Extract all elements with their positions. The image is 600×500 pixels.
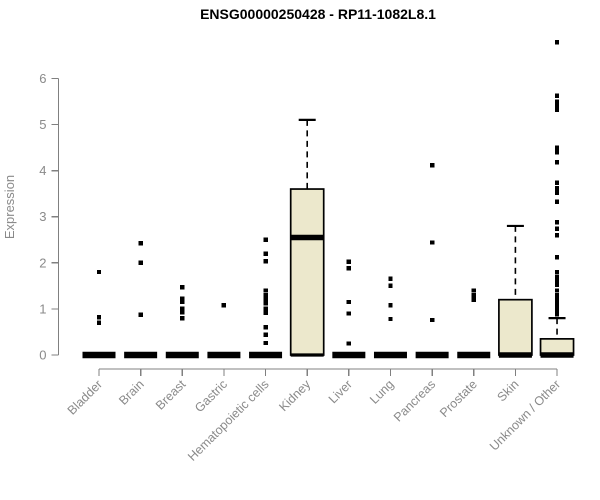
outlier-point	[554, 297, 560, 302]
outlier-point	[138, 260, 143, 265]
x-category-label: Lung	[367, 377, 397, 407]
y-tick-label: 2	[39, 255, 46, 270]
x-category-label: Prostate	[437, 377, 480, 420]
outlier-point	[554, 300, 560, 306]
outlier-point	[138, 241, 143, 246]
outlier-point	[180, 315, 185, 321]
outlier-point	[263, 340, 268, 346]
outlier-point	[263, 288, 268, 293]
x-category-label: Liver	[326, 377, 355, 406]
outlier-point	[138, 312, 143, 318]
x-category-label: Pancreas	[391, 377, 438, 424]
outlier-point	[180, 285, 185, 290]
outlier-point	[96, 314, 102, 320]
outlier-point	[429, 317, 435, 323]
outlier-point	[263, 259, 268, 264]
y-tick-label: 1	[39, 301, 46, 316]
outlier-point	[554, 149, 560, 155]
outlier-point	[471, 288, 476, 293]
outlier-point	[554, 185, 560, 191]
x-category-label: Unknown / Other	[487, 377, 563, 453]
outlier-point	[554, 220, 560, 225]
outlier-point	[180, 296, 185, 301]
outlier-point	[554, 232, 560, 238]
outlier-point	[263, 296, 268, 301]
outlier-point	[554, 292, 560, 298]
outlier-point	[554, 99, 560, 104]
x-category-label: Breast	[153, 377, 189, 413]
outlier-point	[96, 320, 102, 325]
outlier-point	[554, 312, 560, 317]
y-tick-label: 6	[39, 71, 46, 86]
outlier-point	[554, 255, 560, 260]
outlier-point	[554, 180, 560, 185]
outlier-point	[388, 276, 393, 282]
outlier-point	[263, 292, 268, 298]
outlier-point	[263, 301, 268, 306]
outlier-point	[554, 107, 560, 112]
outlier-point	[346, 341, 352, 346]
outlier-point	[554, 304, 560, 309]
outlier-point	[554, 288, 560, 293]
x-category-label: Brain	[116, 377, 147, 408]
box	[498, 298, 533, 356]
outlier-point	[180, 299, 185, 305]
outlier-point	[554, 199, 560, 205]
chart-title: ENSG00000250428 - RP11-1082L8.1	[200, 6, 436, 22]
x-category-label: Kidney	[276, 377, 313, 414]
boxes	[82, 188, 575, 359]
outlier-point	[554, 274, 560, 279]
outlier-point	[346, 266, 352, 271]
y-tick-label: 5	[39, 117, 46, 132]
outlier-point	[554, 145, 560, 150]
outlier-point	[554, 102, 560, 108]
whiskers	[298, 118, 566, 339]
y-tick-label: 0	[39, 348, 46, 363]
y-axis-label: Expression	[2, 175, 17, 239]
outlier-points	[96, 40, 560, 346]
outlier-point	[554, 269, 560, 275]
outlier-point	[346, 311, 352, 316]
outlier-point	[554, 93, 560, 99]
outlier-point	[471, 292, 476, 298]
outlier-point	[554, 40, 560, 45]
x-category-label: Bladder	[65, 377, 105, 417]
outlier-point	[554, 309, 560, 314]
outlier-point	[388, 303, 393, 308]
outlier-point	[263, 306, 268, 312]
outlier-point	[263, 310, 268, 315]
outlier-point	[263, 332, 268, 337]
outlier-point	[388, 283, 393, 289]
x-category-label: Gastric	[192, 377, 230, 415]
outlier-point	[180, 306, 185, 312]
outlier-point	[429, 162, 435, 168]
outlier-point	[96, 269, 102, 275]
outlier-point	[263, 237, 268, 242]
outlier-point	[263, 251, 268, 256]
outlier-point	[346, 299, 352, 305]
y-tick-label: 4	[39, 163, 46, 178]
outlier-point	[554, 279, 560, 284]
y-tick-label: 3	[39, 209, 46, 224]
outlier-point	[346, 259, 352, 265]
outlier-point	[554, 226, 560, 231]
x-category-label: Skin	[494, 377, 521, 404]
outlier-point	[221, 303, 227, 308]
outlier-point	[263, 325, 268, 330]
outlier-point	[554, 282, 560, 288]
outlier-point	[471, 297, 476, 302]
x-category-label: Hematopoietic cells	[185, 377, 272, 464]
outlier-point	[429, 240, 435, 245]
box	[289, 188, 325, 356]
outlier-point	[388, 316, 393, 322]
outlier-point	[554, 160, 560, 165]
outlier-point	[554, 190, 560, 195]
outlier-point	[180, 309, 185, 315]
